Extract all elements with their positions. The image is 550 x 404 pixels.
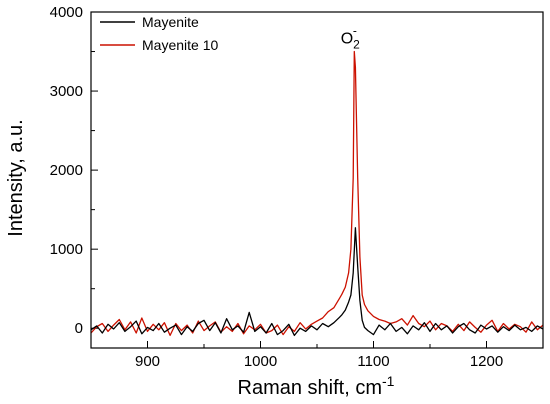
legend-label-mayenite: Mayenite: [142, 14, 199, 30]
series-layer: [90, 50, 544, 337]
x-tick-label: 1000: [244, 353, 277, 370]
plot-frame: [90, 11, 544, 349]
series-line-mayenite-10: [90, 50, 544, 337]
axis-ticks: [90, 11, 544, 348]
y-tick-label: 2000: [50, 162, 83, 179]
x-tick-label: 1100: [357, 353, 389, 370]
legend: Mayenite Mayenite 10: [100, 14, 218, 53]
y-tick-label: 0: [75, 320, 83, 337]
legend-label-mayenite-10: Mayenite 10: [142, 37, 218, 53]
y-tick-label: 4000: [50, 4, 83, 21]
y-tick-label: 1000: [50, 241, 83, 258]
series-line-mayenite: [90, 227, 544, 337]
y-tick-label: 3000: [50, 83, 83, 100]
peak-annotation-superscript: -: [353, 24, 357, 38]
x-axis-title-text: Raman shift, cm: [238, 377, 382, 399]
x-axis-title-superscript: -1: [382, 373, 395, 389]
x-axis-title: Raman shift, cm-1: [238, 373, 395, 399]
peak-annotation: O2-: [341, 24, 360, 52]
x-tick-label: 1200: [470, 353, 503, 370]
peak-annotation-subscript: 2: [353, 38, 360, 52]
peak-annotation-text: O: [341, 31, 353, 48]
x-tick-label: 900: [135, 353, 160, 370]
tick-labels: 900 1000 1100 1200 0 1000 2000 3000 4000: [50, 4, 504, 370]
y-axis-title: Intensity, a.u.: [5, 119, 27, 236]
